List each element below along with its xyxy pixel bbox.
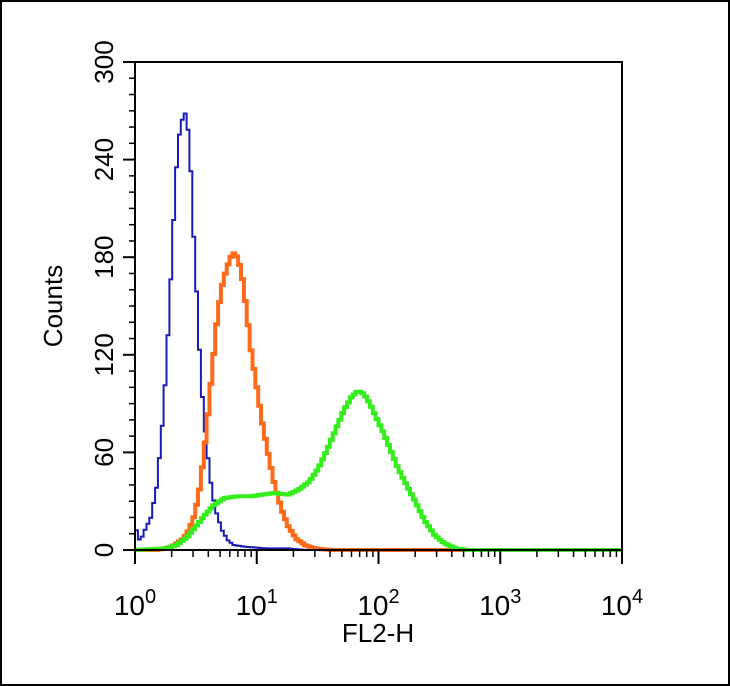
x-axis-label: FL2-H	[342, 618, 414, 648]
y-axis-label: Counts	[38, 265, 68, 347]
plot-area	[134, 61, 623, 551]
x-tick-label: 102	[357, 586, 399, 621]
x-tick-label: 100	[114, 586, 156, 621]
y-tick-label: 60	[89, 438, 119, 467]
x-tick-label: 103	[479, 586, 521, 621]
ticks-layer: 0 60 120 180 240 300 100 101 102 103 104	[89, 40, 643, 621]
series-layer	[135, 112, 622, 552]
x-tick-label: 101	[236, 586, 278, 621]
series-1-line	[135, 112, 622, 551]
y-tick-label: 0	[89, 543, 119, 557]
series-2-line	[135, 251, 622, 552]
y-tick-label: 300	[89, 40, 119, 83]
y-tick-label: 240	[89, 138, 119, 181]
y-tick-label: 180	[89, 236, 119, 279]
y-tick-label: 120	[89, 333, 119, 376]
x-tick-label: 104	[601, 586, 643, 621]
